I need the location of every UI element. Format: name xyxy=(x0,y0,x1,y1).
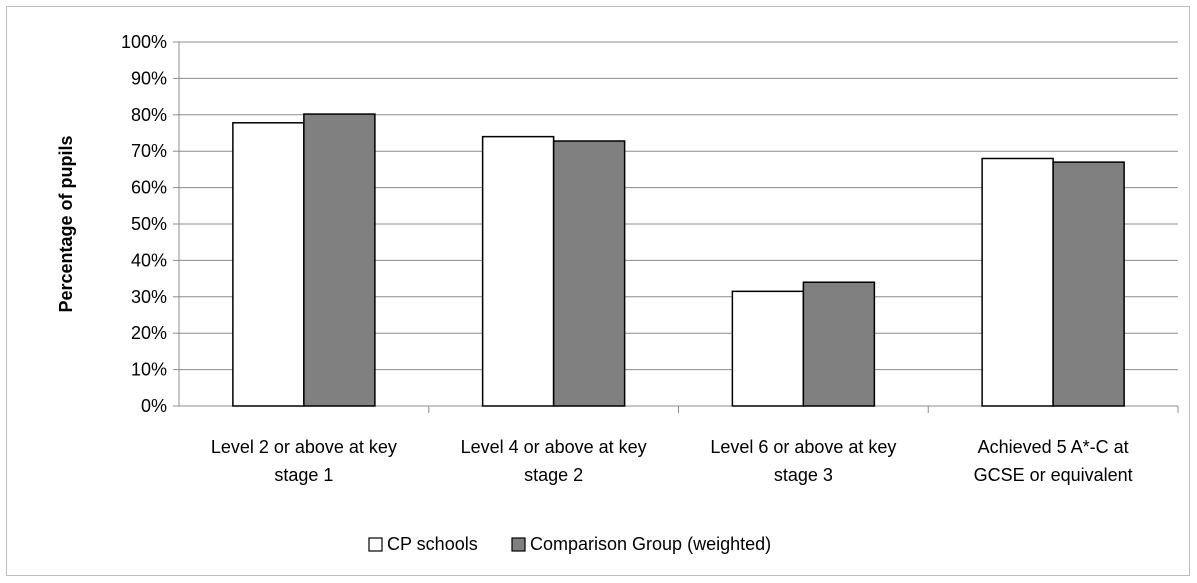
bar xyxy=(981,157,1054,407)
y-tick-label: 80% xyxy=(131,105,167,125)
x-tick-label: GCSE or equivalent xyxy=(974,465,1133,485)
x-tick-label: Level 2 or above at key xyxy=(211,437,397,457)
y-tick-label: 0% xyxy=(141,396,167,416)
x-tick-label: Level 4 or above at key xyxy=(461,437,647,457)
x-tick-label: Achieved 5 A*-C at xyxy=(978,437,1129,457)
bar xyxy=(552,140,626,407)
y-tick-label: 50% xyxy=(131,214,167,234)
y-tick-label: 30% xyxy=(131,287,167,307)
bar xyxy=(481,135,555,407)
y-tick-label: 90% xyxy=(131,68,167,88)
x-tick-label: stage 3 xyxy=(774,465,833,485)
y-tick-label: 100% xyxy=(121,32,167,52)
y-axis-title: Percentage of pupils xyxy=(56,135,76,312)
x-tick-label: stage 2 xyxy=(524,465,583,485)
bar xyxy=(1052,161,1125,407)
bar xyxy=(731,290,805,407)
x-tick-label: stage 1 xyxy=(274,465,333,485)
legend-swatch xyxy=(511,537,526,552)
y-tick-label: 20% xyxy=(131,323,167,343)
x-tick-label: Level 6 or above at key xyxy=(710,437,896,457)
bar xyxy=(802,281,876,407)
legend-label: Comparison Group (weighted) xyxy=(530,534,771,554)
bar xyxy=(303,113,376,407)
y-tick-label: 40% xyxy=(131,250,167,270)
legend-swatch xyxy=(368,537,383,552)
y-tick-label: 70% xyxy=(131,141,167,161)
y-tick-label: 10% xyxy=(131,360,167,380)
y-tick-label: 60% xyxy=(131,178,167,198)
bar xyxy=(232,122,305,407)
legend-label: CP schools xyxy=(387,534,478,554)
